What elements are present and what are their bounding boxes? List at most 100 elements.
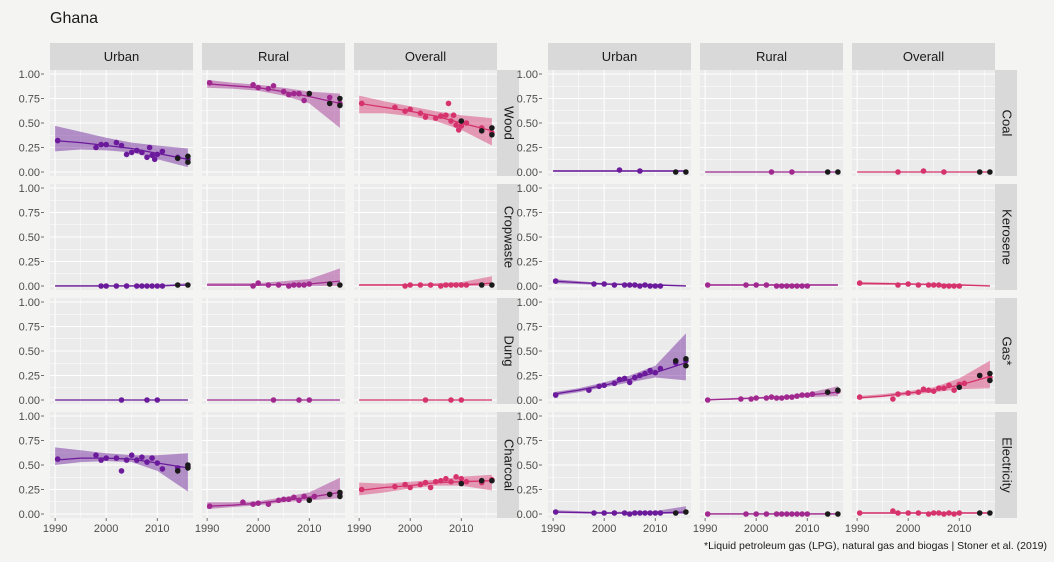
data-point [642, 370, 648, 377]
data-point [804, 283, 811, 289]
data-point-recent [185, 462, 191, 468]
data-point [799, 392, 805, 398]
y-tick-label: 0.75 [517, 208, 538, 220]
y-tick-label: 0.50 [517, 460, 538, 472]
panel-gas-overall [852, 298, 995, 404]
panel-wood-rural [202, 70, 345, 176]
data-point [443, 475, 449, 482]
data-point-recent [185, 153, 191, 160]
data-point [601, 281, 607, 287]
row-strip-electricity [995, 412, 1017, 518]
data-point [941, 283, 947, 289]
data-point [743, 282, 749, 288]
data-point [794, 283, 800, 289]
y-tick-label: 0.00 [19, 167, 40, 179]
data-point [453, 122, 459, 128]
data-point [134, 283, 140, 289]
data-point [445, 100, 452, 107]
data-point-recent [306, 90, 313, 97]
data-point-recent [672, 510, 679, 516]
panel-cropwaste-overall [354, 184, 497, 290]
data-point [402, 108, 408, 114]
data-point [946, 382, 952, 389]
panel-cropwaste-rural [202, 184, 345, 290]
data-point [768, 394, 775, 400]
data-point [427, 484, 434, 491]
data-point [206, 503, 213, 510]
data-point [458, 475, 465, 482]
data-point [552, 392, 559, 398]
data-point [154, 151, 161, 158]
data-point [789, 169, 795, 175]
data-point-recent [683, 356, 689, 362]
data-point-recent [185, 282, 191, 288]
data-point [448, 282, 454, 288]
y-tick-label: 0.75 [19, 208, 40, 220]
data-point [98, 141, 104, 148]
y-tick-label: 0.00 [517, 395, 538, 407]
data-point [920, 168, 927, 174]
data-point [301, 493, 307, 500]
data-point [407, 106, 414, 113]
x-tick-label: 2010 [145, 523, 169, 535]
data-point [778, 395, 785, 401]
y-tick-label: 0.75 [517, 322, 538, 334]
data-point [784, 511, 790, 517]
data-point [611, 380, 618, 387]
data-point [763, 511, 770, 517]
y-tick-label: 1.00 [19, 183, 40, 195]
data-point [920, 386, 927, 393]
data-point [778, 283, 785, 289]
data-point [743, 511, 749, 517]
panel-gas-urban [548, 298, 691, 404]
data-point [265, 85, 272, 92]
data-point [407, 484, 414, 491]
data-point [626, 379, 633, 386]
column-strip-urban [50, 43, 193, 70]
data-point [611, 282, 618, 288]
panel-charcoal-rural [202, 412, 345, 518]
y-tick-label: 0.25 [19, 143, 40, 155]
data-point-recent [326, 281, 333, 287]
panel-coal-rural [700, 70, 843, 176]
data-point [799, 283, 805, 289]
x-tick-label: 2010 [795, 523, 819, 535]
data-point [270, 83, 277, 89]
data-point [103, 141, 109, 148]
data-point [427, 282, 434, 288]
row-label-kerosene: Kerosene [1000, 209, 1015, 265]
data-point [54, 137, 61, 144]
data-point-recent [976, 372, 983, 379]
data-point [773, 395, 780, 401]
data-point [799, 511, 805, 517]
data-point [856, 510, 863, 516]
data-point [250, 283, 256, 289]
data-point-recent [174, 155, 181, 162]
data-point [657, 365, 664, 372]
column-strip-overall [354, 43, 497, 70]
data-point [407, 282, 414, 288]
column-strip-rural [700, 43, 843, 70]
data-point [632, 374, 638, 381]
data-point [291, 90, 297, 97]
trend-line [359, 282, 492, 286]
data-point [250, 82, 256, 88]
data-point [123, 457, 130, 463]
data-point [925, 511, 932, 517]
y-tick-label: 0.25 [517, 257, 538, 269]
data-point [946, 510, 952, 516]
data-point [123, 283, 130, 289]
data-point [286, 91, 292, 98]
y-tick-label: 0.50 [19, 118, 40, 130]
data-point [255, 500, 261, 507]
data-point [265, 501, 272, 508]
data-point [144, 397, 150, 403]
data-point [941, 385, 947, 392]
data-point [704, 282, 711, 288]
data-point [448, 397, 454, 403]
data-point [296, 497, 302, 504]
data-point [118, 142, 125, 149]
data-point [642, 510, 648, 516]
panel-electricity-urban [548, 412, 691, 518]
y-tick-label: 0.50 [19, 346, 40, 358]
